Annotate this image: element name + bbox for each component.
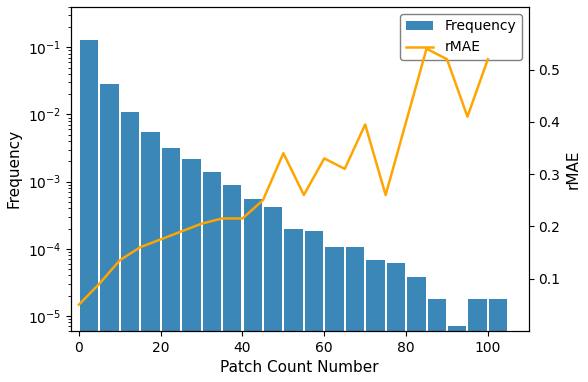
- Line: rMAE: rMAE: [79, 49, 488, 305]
- Bar: [80, 40, 98, 382]
- rMAE: [96, 282, 103, 286]
- rMAE: [137, 245, 144, 249]
- Bar: [264, 207, 282, 382]
- rMAE: [219, 216, 226, 221]
- rMAE: [300, 193, 308, 197]
- Bar: [223, 185, 242, 382]
- Y-axis label: rMAE: rMAE: [566, 149, 581, 189]
- rMAE: [178, 229, 185, 234]
- rMAE: [198, 222, 205, 226]
- rMAE: [341, 167, 348, 171]
- Bar: [101, 84, 119, 382]
- rMAE: [443, 57, 450, 62]
- Bar: [366, 260, 385, 382]
- Legend: Frequency, rMAE: Frequency, rMAE: [400, 14, 522, 60]
- rMAE: [423, 47, 430, 51]
- Bar: [141, 132, 160, 382]
- Bar: [182, 159, 201, 382]
- rMAE: [259, 198, 266, 202]
- Bar: [325, 247, 344, 382]
- rMAE: [382, 193, 389, 197]
- Bar: [203, 172, 221, 382]
- X-axis label: Patch Count Number: Patch Count Number: [220, 360, 379, 375]
- Bar: [285, 229, 303, 382]
- Bar: [427, 299, 446, 382]
- Bar: [489, 299, 507, 382]
- rMAE: [75, 303, 82, 307]
- Bar: [243, 199, 262, 382]
- rMAE: [321, 156, 328, 161]
- Bar: [121, 112, 139, 382]
- rMAE: [280, 151, 287, 155]
- Bar: [407, 277, 426, 382]
- Bar: [305, 231, 323, 382]
- Y-axis label: Frequency: Frequency: [7, 129, 22, 209]
- Bar: [162, 148, 180, 382]
- Bar: [346, 247, 364, 382]
- Bar: [387, 263, 405, 382]
- Bar: [469, 299, 487, 382]
- rMAE: [403, 120, 410, 124]
- rMAE: [362, 122, 369, 127]
- rMAE: [485, 57, 492, 62]
- rMAE: [157, 237, 164, 242]
- rMAE: [239, 216, 246, 221]
- rMAE: [464, 114, 471, 119]
- rMAE: [116, 258, 123, 262]
- Bar: [448, 326, 466, 382]
